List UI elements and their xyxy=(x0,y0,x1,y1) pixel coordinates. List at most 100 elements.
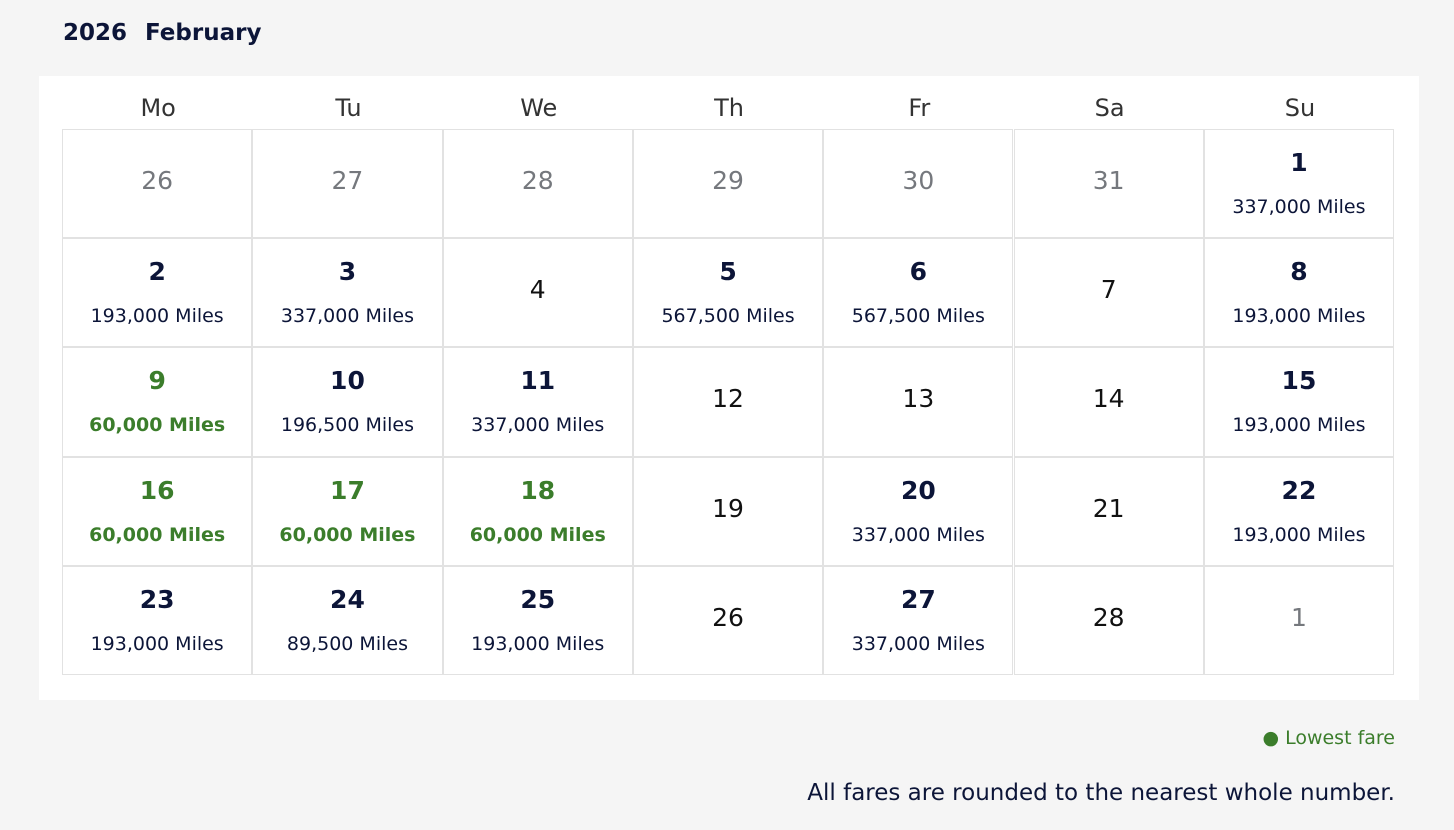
calendar: Mo Tu We Th Fr Sa Su 26 27 28 29 30 31 1 337,000 Miles… xyxy=(39,76,1419,700)
day-cell[interactable]: 1 337,000 Miles xyxy=(1203,129,1395,239)
day-cell[interactable]: 16 60,000 Miles xyxy=(62,456,253,566)
day-cell[interactable]: 11 337,000 Miles xyxy=(442,347,633,457)
day-number: 4 xyxy=(529,275,546,305)
day-number: 30 xyxy=(902,166,935,195)
day-cell[interactable]: 22 193,000 Miles xyxy=(1203,456,1395,566)
day-number: 29 xyxy=(712,166,744,195)
day-cell[interactable]: 23 193,000 Miles xyxy=(62,565,253,675)
day-cell[interactable]: 17 60,000 Miles xyxy=(252,456,443,566)
day-cell: 13 xyxy=(823,347,1014,457)
day-cell: 12 xyxy=(632,347,824,457)
day-number: 6 xyxy=(909,257,928,287)
fare: 567,500 Miles xyxy=(851,305,985,328)
day-number: 12 xyxy=(712,384,744,414)
day-number: 27 xyxy=(900,584,936,614)
day-cell: 29 xyxy=(632,129,824,239)
weekday: Tu xyxy=(335,94,362,122)
day-number: 10 xyxy=(330,366,365,396)
day-cell[interactable]: 6 567,500 Miles xyxy=(823,238,1014,348)
day-number: 28 xyxy=(1092,602,1125,632)
fare: 337,000 Miles xyxy=(471,414,605,437)
day-number: 27 xyxy=(331,166,364,195)
fare: 60,000 Miles xyxy=(469,523,606,546)
fare: 60,000 Miles xyxy=(89,523,226,546)
day-number: 15 xyxy=(1281,366,1317,396)
day-number: 1 xyxy=(1290,148,1308,177)
day-cell: 7 xyxy=(1013,238,1204,348)
day-number: 16 xyxy=(139,475,175,505)
legend-dot: ● xyxy=(1262,727,1280,749)
year: 2026 xyxy=(63,20,128,46)
fare: 337,000 Miles xyxy=(280,305,415,328)
day-cell: 19 xyxy=(632,456,824,566)
weekday: Th xyxy=(714,94,744,122)
day-number: 2 xyxy=(148,257,166,287)
day-cell: 27 xyxy=(252,129,443,239)
day-number: 7 xyxy=(1100,275,1117,305)
day-number: 26 xyxy=(712,602,744,632)
day-number: 13 xyxy=(902,384,935,414)
day-number: 17 xyxy=(330,475,365,505)
day-cell: 26 xyxy=(632,565,824,675)
weekday: Sa xyxy=(1094,94,1125,122)
day-cell: 1 xyxy=(1203,565,1395,675)
day-number: 11 xyxy=(520,366,556,396)
day-number: 26 xyxy=(141,166,174,195)
day-number: 28 xyxy=(521,166,554,195)
fare: 193,000 Miles xyxy=(471,632,605,655)
day-number: 24 xyxy=(330,584,365,614)
day-cell: 31 xyxy=(1013,129,1204,239)
fare: 193,000 Miles xyxy=(1232,414,1366,437)
month-title: 2026 February xyxy=(63,20,261,46)
weekday: Mo xyxy=(140,94,176,122)
day-cell[interactable]: 25 193,000 Miles xyxy=(442,565,633,675)
fare: 196,500 Miles xyxy=(280,414,415,437)
day-cell[interactable]: 2 193,000 Miles xyxy=(62,238,253,348)
day-number: 3 xyxy=(338,257,357,287)
day-cell[interactable]: 9 60,000 Miles xyxy=(62,347,253,457)
legend-label: Lowest fare xyxy=(1285,727,1395,749)
legend: ● Lowest fare xyxy=(1262,727,1395,749)
day-number: 8 xyxy=(1290,257,1308,287)
day-number: 19 xyxy=(712,493,744,523)
day-cell[interactable]: 8 193,000 Miles xyxy=(1203,238,1395,348)
month: February xyxy=(145,20,262,46)
day-cell[interactable]: 10 196,500 Miles xyxy=(252,347,443,457)
fare: 337,000 Miles xyxy=(851,523,985,546)
fare: 337,000 Miles xyxy=(1232,196,1366,218)
day-cell: 28 xyxy=(442,129,633,239)
fare: 193,000 Miles xyxy=(1232,305,1366,328)
fare: 193,000 Miles xyxy=(90,305,224,328)
weekday: Fr xyxy=(908,94,931,122)
day-cell: 4 xyxy=(442,238,633,348)
day-number: 14 xyxy=(1092,384,1125,414)
fare: 193,000 Miles xyxy=(90,632,224,655)
day-cell[interactable]: 18 60,000 Miles xyxy=(442,456,633,566)
day-number: 31 xyxy=(1092,166,1125,195)
weekday: Su xyxy=(1284,94,1316,122)
day-number: 5 xyxy=(719,257,737,287)
day-number: 25 xyxy=(520,584,556,614)
day-cell: 30 xyxy=(823,129,1014,239)
day-cell: 26 xyxy=(62,129,253,239)
day-number: 23 xyxy=(139,584,175,614)
day-number: 1 xyxy=(1290,602,1307,632)
note: All fares are rounded to the nearest who… xyxy=(807,780,1395,806)
day-cell[interactable]: 5 567,500 Miles xyxy=(632,238,824,348)
day-number: 20 xyxy=(900,475,936,505)
day-cell: 14 xyxy=(1013,347,1204,457)
fare: 60,000 Miles xyxy=(279,523,416,546)
day-cell[interactable]: 3 337,000 Miles xyxy=(252,238,443,348)
fare: 567,500 Miles xyxy=(661,305,795,328)
day-cell[interactable]: 15 193,000 Miles xyxy=(1203,347,1395,457)
day-cell[interactable]: 20 337,000 Miles xyxy=(823,456,1014,566)
day-cell[interactable]: 24 89,500 Miles xyxy=(252,565,443,675)
fare: 337,000 Miles xyxy=(851,632,985,655)
fare: 89,500 Miles xyxy=(286,632,408,655)
day-cell[interactable]: 27 337,000 Miles xyxy=(823,565,1014,675)
weekday: We xyxy=(520,94,558,122)
day-cell: 21 xyxy=(1013,456,1204,566)
day-cell: 28 xyxy=(1013,565,1204,675)
day-number: 9 xyxy=(148,366,166,396)
